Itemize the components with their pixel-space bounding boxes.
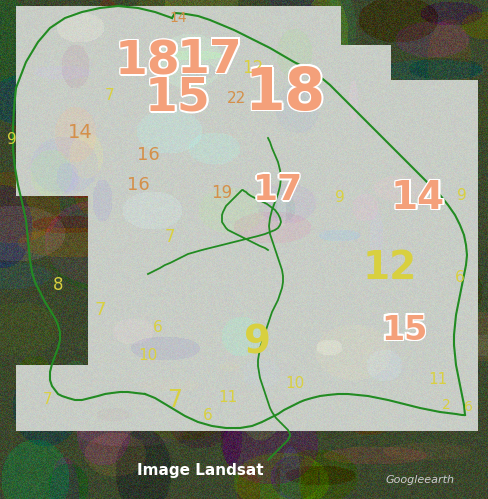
- Text: 6: 6: [455, 270, 465, 285]
- Text: 12: 12: [243, 59, 264, 77]
- Text: 14: 14: [391, 181, 445, 219]
- Text: 15: 15: [382, 315, 428, 348]
- Text: 18: 18: [115, 38, 181, 83]
- Text: 18: 18: [116, 38, 182, 83]
- Text: 14: 14: [392, 180, 446, 218]
- Text: 19: 19: [211, 184, 233, 202]
- Text: 17: 17: [177, 39, 243, 84]
- Text: 9: 9: [335, 191, 345, 206]
- Text: 11: 11: [428, 372, 447, 388]
- Text: 18: 18: [244, 63, 325, 120]
- Text: 17: 17: [178, 39, 244, 84]
- Text: 18: 18: [115, 41, 181, 86]
- Text: 9: 9: [244, 323, 271, 361]
- Text: 15: 15: [381, 312, 427, 345]
- Text: 18: 18: [243, 66, 325, 123]
- Text: 18: 18: [115, 39, 181, 84]
- Text: 17: 17: [254, 173, 305, 207]
- Text: 2: 2: [442, 398, 450, 412]
- Text: 6: 6: [464, 400, 472, 414]
- Text: 17: 17: [254, 172, 305, 206]
- Text: 14: 14: [392, 178, 446, 216]
- Text: 7: 7: [43, 393, 53, 408]
- Text: 7: 7: [165, 228, 175, 246]
- Text: 14: 14: [391, 179, 445, 217]
- Text: 14: 14: [391, 178, 445, 216]
- Text: 7: 7: [94, 301, 106, 319]
- Text: 17: 17: [176, 37, 242, 82]
- Text: 11: 11: [218, 391, 238, 406]
- Text: 14: 14: [389, 179, 444, 217]
- Text: 18: 18: [245, 63, 327, 120]
- Text: 17: 17: [251, 173, 302, 207]
- Text: 16: 16: [126, 176, 149, 194]
- Text: 15: 15: [145, 77, 211, 122]
- Text: 17: 17: [177, 37, 243, 82]
- Text: 17: 17: [179, 37, 244, 82]
- Text: 18: 18: [114, 41, 180, 86]
- Text: 18: 18: [114, 38, 180, 83]
- Text: 10: 10: [285, 376, 305, 391]
- Text: 15: 15: [382, 313, 428, 346]
- Text: 15: 15: [146, 74, 212, 119]
- Text: 17: 17: [176, 36, 242, 81]
- Text: 18: 18: [245, 66, 327, 123]
- Text: 15: 15: [145, 75, 211, 120]
- Text: 17: 17: [253, 172, 303, 206]
- Text: 18: 18: [117, 39, 183, 84]
- Text: 15: 15: [146, 77, 212, 122]
- Text: 18: 18: [243, 63, 325, 120]
- Text: 15: 15: [380, 315, 426, 348]
- Text: 9: 9: [7, 133, 17, 148]
- Text: 18: 18: [246, 64, 327, 121]
- Text: 15: 15: [144, 77, 210, 122]
- Text: 17: 17: [253, 175, 303, 209]
- Text: 15: 15: [145, 74, 211, 119]
- Text: 18: 18: [244, 66, 325, 123]
- Text: 18: 18: [116, 41, 182, 86]
- Text: 17: 17: [253, 173, 303, 207]
- Text: 6: 6: [203, 408, 213, 423]
- Text: 17: 17: [176, 39, 242, 84]
- Text: 17: 17: [178, 36, 244, 81]
- Text: 7: 7: [105, 87, 115, 102]
- Text: 17: 17: [252, 172, 302, 206]
- Text: 14: 14: [390, 180, 444, 218]
- Text: Googleearth: Googleearth: [386, 475, 454, 485]
- Text: 18: 18: [244, 64, 325, 121]
- Text: 15: 15: [146, 75, 212, 120]
- Text: 15: 15: [143, 75, 209, 120]
- Text: 22: 22: [227, 90, 246, 105]
- Text: 15: 15: [381, 315, 427, 348]
- Text: Image Landsat: Image Landsat: [137, 463, 264, 478]
- Text: 14: 14: [169, 11, 187, 25]
- Text: 18: 18: [243, 64, 324, 121]
- Text: 17: 17: [254, 174, 305, 208]
- Text: 15: 15: [382, 312, 428, 345]
- Text: 12: 12: [363, 249, 417, 287]
- Text: 9: 9: [457, 189, 467, 204]
- Text: 18: 18: [114, 39, 179, 84]
- Text: 14: 14: [390, 178, 444, 216]
- Text: 17: 17: [177, 36, 243, 81]
- Text: 15: 15: [381, 313, 427, 346]
- Text: 15: 15: [380, 312, 426, 345]
- Text: 14: 14: [68, 122, 92, 142]
- Text: 16: 16: [137, 146, 160, 164]
- Text: 17: 17: [252, 174, 302, 208]
- Text: 6: 6: [153, 320, 163, 335]
- Text: 7: 7: [167, 388, 183, 412]
- Text: 15: 15: [144, 74, 210, 119]
- Text: 14: 14: [392, 179, 447, 217]
- Text: 15: 15: [379, 313, 426, 346]
- Text: 10: 10: [139, 348, 158, 363]
- Text: 8: 8: [53, 276, 63, 294]
